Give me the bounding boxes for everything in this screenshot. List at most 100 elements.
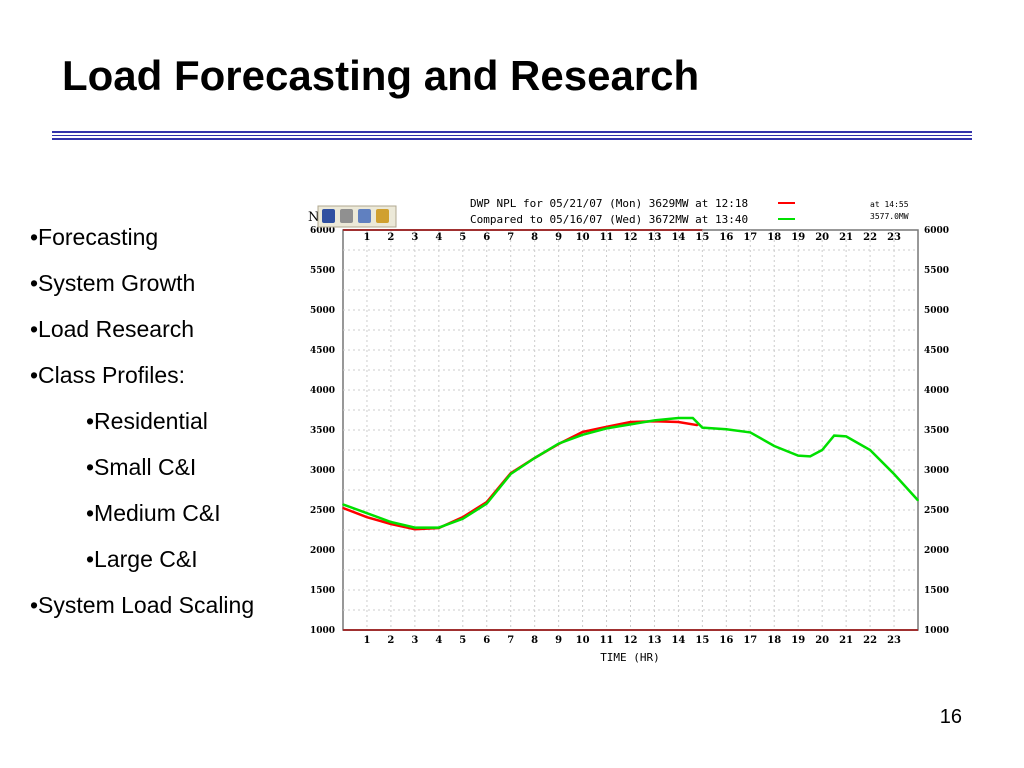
data-point <box>677 417 680 419</box>
data-point <box>342 503 344 506</box>
x-tick-label-bottom: 17 <box>743 635 757 646</box>
x-tick-label-bottom: 22 <box>863 635 877 646</box>
data-point <box>691 417 694 419</box>
y-tick-label-left: 1000 <box>310 626 335 636</box>
x-tick-label-top: 10 <box>576 232 590 243</box>
data-point <box>845 435 847 438</box>
divider <box>52 138 972 140</box>
data-point <box>773 445 776 447</box>
y-tick-label-left: 5500 <box>310 266 335 276</box>
y-tick-label-right: 2500 <box>924 506 949 516</box>
data-point <box>414 526 416 529</box>
x-tick-label-top: 7 <box>507 232 514 243</box>
x-tick-label-top: 19 <box>791 232 805 243</box>
data-point <box>677 421 680 423</box>
x-tick-label-top: 22 <box>863 232 877 243</box>
x-tick-label-top: 20 <box>815 232 829 243</box>
x-tick-label-top: 4 <box>435 232 442 243</box>
save-icon[interactable] <box>322 209 335 223</box>
x-tick-label-bottom: 16 <box>719 635 733 646</box>
data-point <box>557 442 560 445</box>
x-tick-label-top: 5 <box>459 232 466 243</box>
data-point <box>390 523 392 525</box>
x-axis-label: TIME (HR) <box>600 651 660 664</box>
bullet-list: •Forecasting •System Growth •Load Research… <box>30 222 254 636</box>
data-point <box>653 419 656 422</box>
data-point <box>485 502 488 505</box>
x-tick-label-bottom: 19 <box>791 635 805 646</box>
data-point <box>797 454 800 457</box>
email-icon[interactable] <box>358 209 371 223</box>
x-tick-label-bottom: 1 <box>363 635 370 646</box>
x-tick-label-bottom: 7 <box>507 635 514 646</box>
x-tick-label-top: 6 <box>483 232 490 243</box>
data-point <box>461 518 464 520</box>
data-point <box>581 431 584 433</box>
x-tick-label-top: 16 <box>719 232 733 243</box>
data-point <box>438 526 440 529</box>
bullet-item: •Large C&I <box>86 546 198 572</box>
x-tick-label-bottom: 10 <box>576 635 590 646</box>
y-tick-label-left: 4000 <box>310 386 335 396</box>
page-number: 16 <box>939 706 962 728</box>
bullet-item: •System Growth <box>30 270 196 296</box>
y-tick-label-right: 6000 <box>924 226 949 236</box>
bullet-item: •Small C&I <box>86 454 197 480</box>
x-tick-label-top: 21 <box>839 232 853 243</box>
y-tick-label-left: 3500 <box>310 426 335 436</box>
divider <box>52 135 972 136</box>
y-tick-label-left: 1500 <box>310 586 335 596</box>
data-point <box>821 449 823 451</box>
x-tick-label-bottom: 9 <box>555 635 562 646</box>
data-point <box>629 423 632 426</box>
y-tick-label-left: 4500 <box>310 346 335 356</box>
y-tick-label-right: 4000 <box>924 386 949 396</box>
x-tick-label-bottom: 3 <box>411 635 418 646</box>
y-tick-label-right: 3500 <box>924 426 949 436</box>
chart-title-line2: Compared to 05/16/07 (Wed) 3672MW at 13:… <box>470 213 748 226</box>
y-tick-label-right: 1500 <box>924 586 949 596</box>
x-tick-label-bottom: 21 <box>839 635 853 646</box>
x-tick-label-top: 13 <box>647 232 661 243</box>
bullet-item: •Medium C&I <box>86 500 221 526</box>
y-tick-label-left: 2500 <box>310 506 335 516</box>
x-tick-label-bottom: 15 <box>695 635 709 646</box>
x-tick-label-top: 9 <box>555 232 562 243</box>
y-tick-label-left: 3000 <box>310 466 335 476</box>
bullet-item: •Class Profiles: <box>30 362 186 388</box>
export-icon[interactable] <box>376 209 389 223</box>
x-tick-label-top: 14 <box>671 232 685 243</box>
chart-title-line1: DWP NPL for 05/21/07 (Mon) 3629MW at 12:… <box>470 197 748 210</box>
x-tick-label-top: 8 <box>531 232 538 243</box>
data-point <box>725 428 728 431</box>
y-tick-label-left: 5000 <box>310 306 335 316</box>
x-tick-label-top: 15 <box>695 232 709 243</box>
data-point <box>833 434 835 437</box>
x-tick-label-bottom: 20 <box>815 635 829 646</box>
data-point <box>605 427 608 430</box>
bullet-item: •System Load Scaling <box>30 592 255 618</box>
print-icon[interactable] <box>340 209 353 223</box>
data-point <box>893 473 895 475</box>
series-line-1 <box>342 416 919 529</box>
data-point <box>581 434 584 436</box>
annotation-value: 3577.0MW <box>870 212 909 221</box>
x-tick-label-top: 18 <box>767 232 781 243</box>
divider <box>52 131 972 133</box>
x-tick-label-bottom: 6 <box>483 635 490 646</box>
x-tick-label-bottom: 8 <box>531 635 538 646</box>
x-tick-label-bottom: 12 <box>624 635 638 646</box>
x-tick-label-top: 12 <box>624 232 638 243</box>
data-point <box>342 507 344 509</box>
toolbar-prefix: N <box>308 210 319 225</box>
x-tick-label-bottom: 2 <box>387 635 394 646</box>
bullet-item: •Forecasting <box>30 224 159 250</box>
data-point <box>533 457 536 459</box>
y-tick-label-right: 3000 <box>924 466 949 476</box>
data-point <box>509 473 512 475</box>
data-point <box>390 521 392 523</box>
x-tick-label-bottom: 14 <box>671 635 685 646</box>
data-point <box>629 421 632 423</box>
data-point <box>869 449 871 451</box>
